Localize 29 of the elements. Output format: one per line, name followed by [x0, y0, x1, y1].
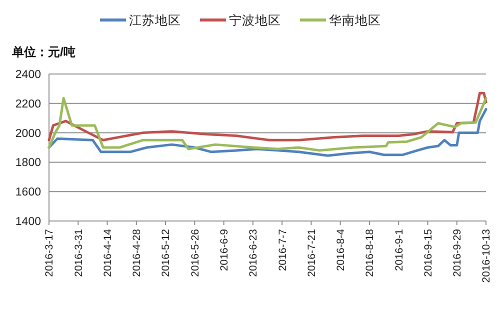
line-series [48, 97, 488, 152]
x-tick-label: 2016-3-31 [72, 228, 85, 277]
x-tick-label: 2016-4-28 [131, 228, 144, 277]
line-series [48, 92, 488, 142]
legend-label: 江苏地区 [129, 13, 181, 28]
y-tick-label: 2200 [15, 98, 41, 110]
x-tick-label: 2016-9-1 [393, 228, 406, 272]
x-tick-label: 2016-5-26 [189, 228, 202, 277]
legend-label: 华南地区 [329, 13, 381, 28]
y-tick-label: 2400 [15, 69, 41, 82]
x-tick-label: 2016-8-18 [364, 228, 376, 277]
line-series [48, 108, 488, 157]
x-tick-label: 2016-9-29 [452, 228, 464, 277]
y-tick-label: 1400 [15, 216, 41, 228]
y-axis-title: 单位：元/吨 [11, 45, 76, 59]
x-tick-label: 2016-7-21 [306, 228, 318, 277]
x-tick-label: 2016-10-13 [480, 228, 493, 283]
y-tick-label: 1800 [15, 157, 41, 170]
y-tick-label: 1600 [15, 186, 41, 199]
x-tick-label: 2016-8-4 [335, 228, 348, 272]
x-tick-label: 2016-5-12 [160, 228, 172, 277]
x-tick-label: 2016-7-7 [276, 228, 289, 272]
y-tick-label: 2000 [15, 128, 41, 140]
legend-label: 宁波地区 [229, 12, 281, 28]
x-tick-label: 2016-3-17 [44, 228, 56, 277]
x-tick-label: 2016-6-23 [248, 228, 260, 277]
x-tick-label: 2016-6-9 [218, 228, 230, 272]
x-tick-label: 2016-4-14 [102, 228, 114, 277]
x-tick-label: 2016-9-15 [422, 228, 434, 277]
